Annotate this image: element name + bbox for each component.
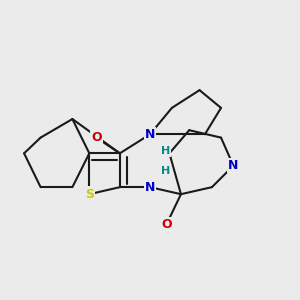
Text: H: H [161,146,170,156]
Text: N: N [228,159,239,172]
Text: S: S [85,188,94,201]
Text: N: N [145,128,155,141]
Text: H: H [161,167,170,176]
Text: N: N [145,181,155,194]
Text: O: O [161,218,172,231]
Text: O: O [91,131,102,144]
